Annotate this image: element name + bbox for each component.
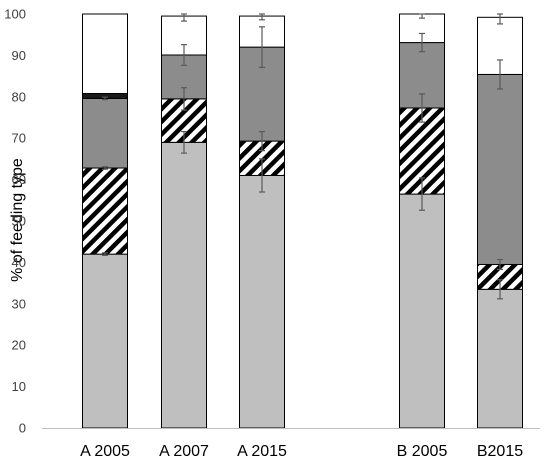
error-bar <box>419 32 425 53</box>
error-bar <box>181 130 187 154</box>
bar-segment <box>161 141 207 429</box>
bar-segment <box>477 288 523 429</box>
error-bar <box>181 13 187 22</box>
y-tick-label: 80 <box>12 89 26 104</box>
bar-segment <box>82 97 128 169</box>
y-tick-label: 100 <box>4 7 26 22</box>
bar-segment <box>82 13 128 94</box>
x-category-label: A 2005 <box>80 443 130 460</box>
y-axis-title: % of feeding type <box>9 158 26 282</box>
y-tick-label: 50 <box>12 214 26 229</box>
error-bar <box>259 158 265 193</box>
error-bar <box>497 279 503 300</box>
error-bar <box>419 13 425 19</box>
y-tick-label: 60 <box>12 172 26 187</box>
error-bar <box>259 13 265 21</box>
x-category-label: A 2015 <box>237 443 287 460</box>
error-bar <box>102 166 108 170</box>
y-tick-label: 30 <box>12 296 26 311</box>
error-bar <box>497 59 503 90</box>
error-bar <box>181 87 187 111</box>
x-category-label: A 2007 <box>159 443 209 460</box>
bar-stacks <box>82 13 523 429</box>
error-bar <box>497 13 503 25</box>
error-bar <box>102 96 108 101</box>
y-tick-label: 70 <box>12 131 26 146</box>
error-bar <box>181 44 187 66</box>
y-axis-tick-labels: 0 10 20 30 40 50 60 70 80 90 100 <box>4 7 26 436</box>
error-bar <box>259 130 265 152</box>
bar-segment <box>82 253 128 429</box>
error-bar <box>419 177 425 211</box>
y-tick-label: 0 <box>19 421 26 436</box>
error-bar <box>497 258 503 271</box>
error-bar <box>102 252 108 256</box>
y-tick-label: 20 <box>12 338 26 353</box>
y-tick-label: 90 <box>12 48 26 63</box>
bar-segment <box>477 73 523 265</box>
x-category-label: B 2005 <box>397 443 448 460</box>
bar-segment <box>82 167 128 255</box>
y-tick-label: 10 <box>12 379 26 394</box>
error-bar <box>259 26 265 69</box>
error-bar <box>419 93 425 123</box>
bar-segment <box>239 174 285 429</box>
y-tick-label: 40 <box>12 255 26 270</box>
bar-segment <box>399 193 445 429</box>
x-category-label: B2015 <box>477 443 523 460</box>
error-bars <box>102 13 503 300</box>
x-axis-category-labels: A 2005 A 2007 A 2015 B 2005 B2015 <box>80 443 523 460</box>
